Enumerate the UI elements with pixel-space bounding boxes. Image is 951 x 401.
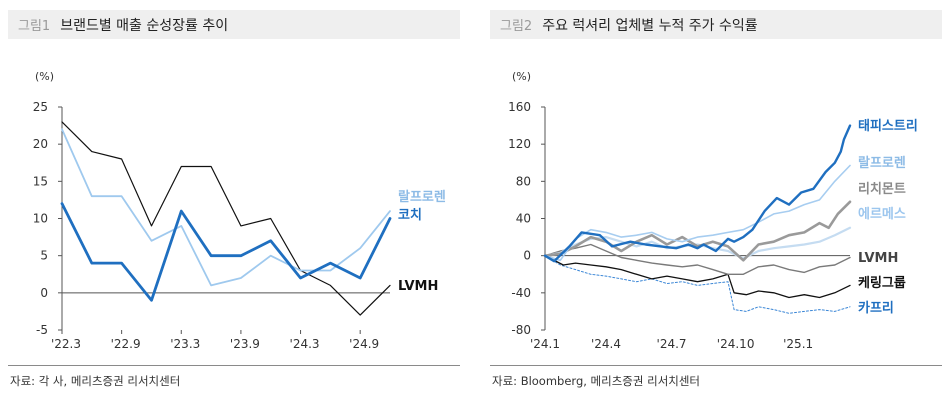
chart-1-series-2-line (60, 202, 392, 302)
chart-1-plot: -5 0 5 10 15 20 25 '22.3 '22.9 '23.3 '23.9 '24.3 '24… (33, 100, 446, 351)
chart-2-series-1-line (544, 164, 851, 262)
chart-1-y-tick-label: 5 (40, 249, 48, 263)
chart-1-title: 브랜드별 매출 순성장률 추이 (60, 17, 229, 34)
chart-2-legend-label: 태피스트리 (858, 118, 918, 134)
chart-1-x-tick-label: '22.9 (111, 337, 141, 351)
chart-1-y-tick-label: 25 (33, 100, 48, 114)
chart-2-y-tick-label: 160 (508, 100, 531, 114)
chart-2-source-divider (490, 365, 942, 366)
chart-2-unit-label: (%) (512, 70, 532, 83)
chart-2-title: 주요 럭셔리 업체별 누적 주가 수익률 (542, 17, 758, 34)
chart-2-x-tick-label: '24.10 (717, 337, 755, 351)
chart-panel-1: 그림1 브랜드별 매출 순성장률 추이 (%) -5 0 5 10 15 20 25 '22.… (0, 0, 468, 401)
chart-2-x-tick-label: '24.1 (530, 337, 560, 351)
chart-2-y-tick-label: -80 (511, 323, 531, 337)
chart-1-x-tick-label: '24.3 (290, 337, 320, 351)
chart-2-y-tick-label: 80 (516, 174, 531, 188)
chart-1-unit-label: (%) (35, 70, 55, 83)
chart-2-y-tick-label: 40 (516, 212, 531, 226)
chart-1-figure-number: 그림1 (18, 19, 51, 34)
chart-2-y-tick-label: -40 (511, 286, 531, 300)
chart-1-title-bar: 그림1 브랜드별 매출 순성장률 추이 (8, 10, 460, 39)
chart-2-series-5-line (544, 255, 851, 299)
chart-1-x-tick-label: '22.3 (51, 337, 81, 351)
chart-1-y-tick-label: 10 (33, 212, 48, 226)
chart-2-x-tick-label: '24.4 (591, 337, 621, 351)
chart-panel-2: 그림2 주요 럭셔리 업체별 누적 주가 수익률 (%) -80 -40 0 40 80… (482, 0, 951, 401)
chart-1-source-divider (8, 365, 460, 366)
chart-2-legend-label: LVMH (858, 251, 898, 266)
chart-1-y-tick-label: -5 (36, 323, 48, 337)
chart-2-y-tick-label: 0 (523, 249, 531, 263)
chart-2-source: 자료: Bloomberg, 메리츠증권 리서치센터 (492, 374, 701, 388)
chart-1-y-tick-label: 20 (33, 137, 48, 151)
chart-2-x-tick-label: '24.7 (657, 337, 687, 351)
chart-1-y-tick-label: 15 (33, 174, 48, 188)
chart-1-legend-label: 랄프로렌 (398, 189, 446, 205)
chart-1-legend-label: 코치 (398, 207, 422, 223)
chart-1-y-tick-label: 0 (40, 286, 48, 300)
chart-1-x-tick-label: '23.3 (170, 337, 200, 351)
chart-2-series-6-line (544, 255, 851, 314)
chart-2-series-0-line (543, 124, 852, 263)
chart-2-figure-number: 그림2 (500, 19, 533, 34)
chart-2-legend-label: 케링그룹 (858, 275, 906, 291)
chart-2-y-tick-label: 120 (508, 137, 531, 151)
chart-1-legend-label: LVMH (398, 279, 438, 294)
chart-1-x-tick-label: '24.9 (349, 337, 379, 351)
chart-2-series-4-line (544, 243, 851, 275)
chart-2-legend-label: 에르메스 (858, 206, 906, 222)
chart-2-legend-label: 랄프로렌 (858, 155, 906, 171)
chart-2-legend-label: 리치몬트 (858, 181, 906, 197)
chart-2-plot: -80 -40 0 40 80 120 160 '24.1 '24.4 '24.7 '24.10 '2… (508, 100, 918, 351)
chart-2-title-bar: 그림2 주요 럭셔리 업체별 누적 주가 수익률 (490, 10, 942, 39)
chart-1-x-tick-label: '23.9 (230, 337, 260, 351)
chart-1-source: 자료: 각 사, 메리츠증권 리서치센터 (10, 374, 181, 388)
chart-2-x-tick-label: '25.1 (783, 337, 813, 351)
chart-1-series-0-line (61, 121, 391, 316)
chart-2-series-2-line (543, 200, 852, 262)
chart-2-legend-label: 카프리 (858, 300, 894, 316)
